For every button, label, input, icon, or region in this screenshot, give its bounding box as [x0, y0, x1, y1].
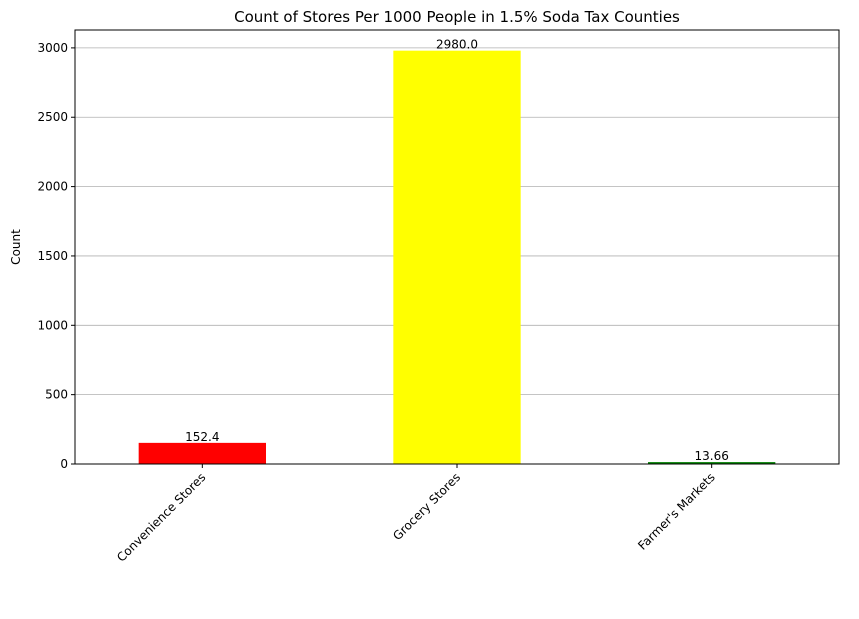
x-tick-label: Grocery Stores [390, 470, 463, 543]
x-axis-ticks: Convenience Stores Grocery Stores Farmer's… [114, 464, 718, 565]
chart-title: Count of Stores Per 1000 People in 1.5% … [234, 8, 680, 26]
bars [138, 50, 776, 465]
y-tick-label: 0 [60, 457, 68, 471]
bar [138, 442, 266, 464]
y-tick-label: 2000 [37, 180, 68, 194]
x-tick-label: Convenience Stores [114, 470, 208, 564]
data-labels: 152.4 2980.0 13.66 [185, 38, 729, 463]
bar [393, 50, 521, 465]
y-tick-label: 3000 [37, 41, 68, 55]
y-axis-ticks: 0 500 1000 1500 2000 2500 3000 [37, 41, 75, 471]
y-tick-label: 500 [45, 388, 68, 402]
x-tick-label: Farmer's Markets [635, 470, 718, 553]
y-tick-label: 2500 [37, 110, 68, 124]
bar [648, 462, 776, 464]
y-tick-label: 1500 [37, 249, 68, 263]
bar-value-label: 13.66 [694, 449, 728, 463]
y-tick-label: 1000 [37, 318, 68, 332]
bar-value-label: 152.4 [185, 430, 219, 444]
bar-value-label: 2980.0 [436, 38, 478, 52]
y-axis-label: Count [9, 229, 23, 265]
